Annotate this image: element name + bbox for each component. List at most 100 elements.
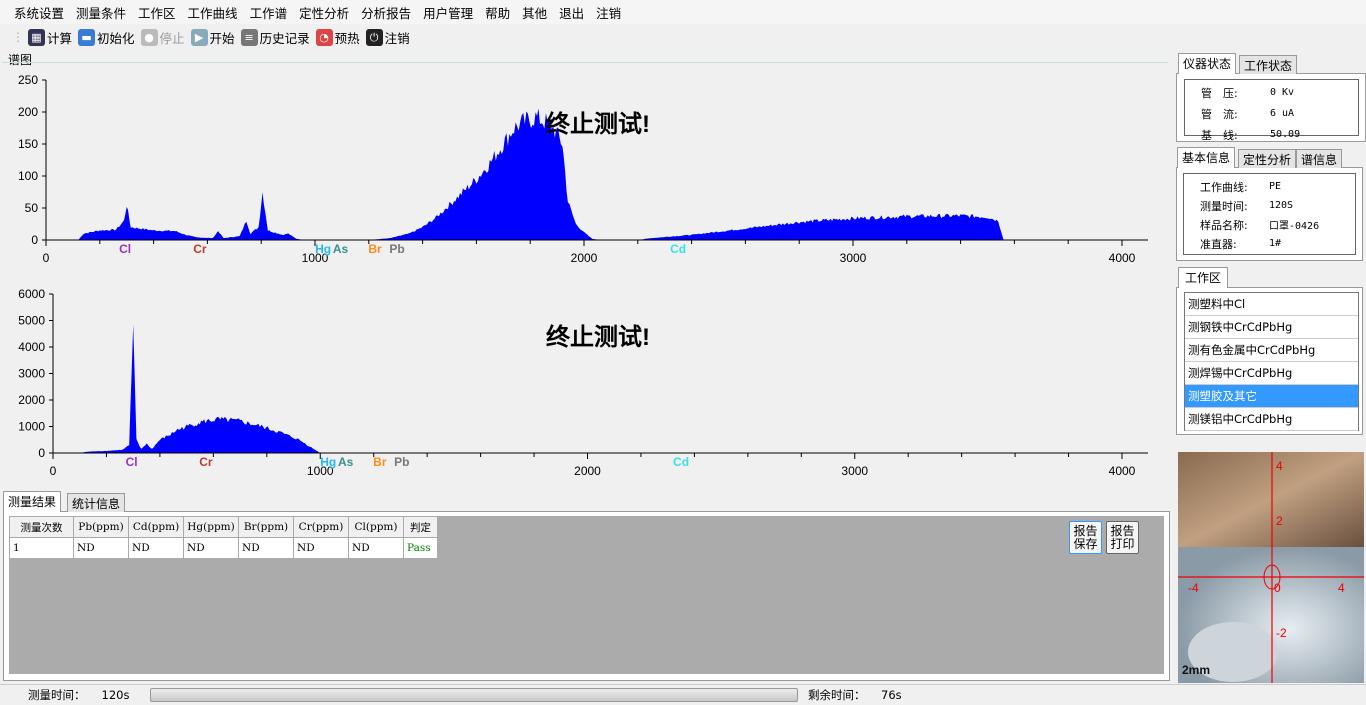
workspace-panel: 测塑料中Cl 测钢铁中CrCdPbHg 测有色金属中CrCdPbHg 测焊锡中CrCd… <box>1176 287 1363 435</box>
gauge-icon: ◔ <box>315 28 333 46</box>
tab-instrument-1[interactable]: 工作状态 <box>1239 55 1298 74</box>
table-cell: ND <box>348 537 404 559</box>
element-marker-hg: Hg <box>320 455 336 469</box>
play-icon: ▶ <box>190 28 208 46</box>
menu-item[interactable]: 系统设置 <box>14 5 65 21</box>
x-tick-label: 2000 <box>574 464 601 478</box>
menu-item[interactable]: 其他 <box>522 5 548 21</box>
remaining-time-value: 76s <box>881 688 902 702</box>
element-marker-cd: Cd <box>670 242 686 256</box>
tab-workspace[interactable]: 工作区 <box>1178 267 1229 288</box>
tab-label: 统计信息 <box>72 497 121 511</box>
workspace-item[interactable]: 测焊锡中CrCdPbHg <box>1185 362 1358 385</box>
tab-label: 测量结果 <box>8 495 57 509</box>
column-header[interactable]: Cr(ppm) <box>293 516 349 538</box>
menu-item[interactable]: 工作谱 <box>249 5 288 21</box>
menu-item[interactable]: 退出 <box>559 5 585 21</box>
stop-icon: ● <box>140 28 158 46</box>
column-header[interactable]: Pb(ppm) <box>73 516 129 538</box>
progress-bar <box>150 688 798 702</box>
status-overlay-text: 终止测试! <box>546 323 650 351</box>
workspace-item[interactable]: 测塑料中Cl <box>1185 293 1358 316</box>
field-value: 50.09 <box>1270 129 1301 140</box>
tab-basic-0[interactable]: 基本信息 <box>1177 147 1236 168</box>
menu-item[interactable]: 定性分析 <box>299 5 350 21</box>
menu-item[interactable]: 工作区 <box>138 5 176 21</box>
tab-results-0[interactable]: 测量结果 <box>3 491 62 512</box>
x-tick-label: 3000 <box>840 251 867 265</box>
play-button[interactable]: ▶ 开始 <box>190 28 235 47</box>
tab-basic-1[interactable]: 定性分析 <box>1238 149 1297 168</box>
column-header[interactable]: 测量次数 <box>9 516 74 538</box>
field-value: 6 uA <box>1270 108 1295 119</box>
basic-row: 工作曲线: PE <box>1184 177 1355 196</box>
y-tick-label: 3000 <box>18 367 45 381</box>
workspace-item[interactable]: 测有色金属中CrCdPbHg <box>1185 339 1358 362</box>
instrument-status-panel: 管 压: 0 Kv 管 流: 6 uA 基 线: 50.09 <box>1176 73 1366 142</box>
calculator-button[interactable]: ▦ 计算 <box>28 28 72 47</box>
workspace-item[interactable]: 测镁铝中CrCdPbHg <box>1185 408 1358 431</box>
tab-label: 谱信息 <box>1301 153 1338 167</box>
folder-button[interactable]: ▬ 初始化 <box>78 28 135 47</box>
field-label: 基 线: <box>1201 128 1238 142</box>
tab-label: 工作状态 <box>1244 59 1293 73</box>
stop-button[interactable]: ● 停止 <box>140 28 185 47</box>
table-cell: ND <box>238 537 294 559</box>
tab-label: 仪器状态 <box>1183 57 1232 71</box>
camera-x-label: -4 <box>1188 581 1199 595</box>
power-button[interactable]: ⏻ 注销 <box>365 28 410 47</box>
column-header[interactable]: 判定 <box>403 516 438 538</box>
camera-y-label: 2 <box>1276 514 1283 528</box>
workspace-item[interactable]: 测钢铁中CrCdPbHg <box>1185 316 1358 339</box>
menu-item[interactable]: 帮助 <box>485 5 511 21</box>
status-overlay-text: 终止测试! <box>546 110 650 138</box>
toolbar-label: 停止 <box>159 30 185 46</box>
table-cell: Pass <box>403 537 438 559</box>
table-cell: ND <box>183 537 239 559</box>
toolbar-label: 历史记录 <box>259 30 310 46</box>
results-grid: 测量次数 Pb(ppm) Cd(ppm) Hg(ppm) Br(ppm) Cr(ppm) C… <box>9 516 1164 674</box>
y-tick-label: 1000 <box>18 420 45 434</box>
toolbar-label: 注销 <box>384 30 410 46</box>
spectrum-group-label: 谱图 <box>8 53 33 67</box>
tab-results-1[interactable]: 统计信息 <box>67 493 126 512</box>
field-value: 120S <box>1269 200 1294 211</box>
x-tick-label: 2000 <box>571 251 598 265</box>
x-tick-label: 0 <box>50 464 57 478</box>
field-value: PE <box>1269 181 1282 192</box>
menu-item[interactable]: 工作曲线 <box>187 5 238 21</box>
column-header[interactable]: Cl(ppm) <box>348 516 404 538</box>
y-tick-label: 200 <box>18 105 38 119</box>
field-label: 工作曲线: <box>1200 180 1248 194</box>
menu-item[interactable]: 注销 <box>596 5 622 21</box>
element-marker-cr: Cr <box>199 455 213 469</box>
table-row[interactable]: 1 ND ND ND ND ND ND Pass <box>9 537 438 559</box>
workspace-item[interactable]: 测塑胶及其它 <box>1185 385 1358 408</box>
column-header[interactable]: Hg(ppm) <box>183 516 239 538</box>
element-marker-pb: Pb <box>389 242 404 256</box>
gauge-button[interactable]: ◔ 预热 <box>315 28 360 47</box>
table-cell: ND <box>293 537 349 559</box>
measure-time-label: 测量时间： <box>28 688 86 702</box>
database-button[interactable]: ≡ 历史记录 <box>240 28 310 47</box>
tab-instrument-0[interactable]: 仪器状态 <box>1178 53 1237 74</box>
tab-basic-2[interactable]: 谱信息 <box>1296 149 1343 168</box>
instrument-row: 管 流: 6 uA <box>1185 103 1358 124</box>
menu-item[interactable]: 测量条件 <box>76 5 127 21</box>
folder-icon: ▬ <box>78 28 96 46</box>
spectrum-area <box>79 324 1149 453</box>
table-cell: ND <box>73 537 129 559</box>
field-value: 口罩-0426 <box>1269 221 1320 232</box>
menu-item[interactable]: 用户管理 <box>423 5 474 21</box>
tab-label: 基本信息 <box>1182 151 1231 165</box>
report-save-button[interactable]: 报告 保存 <box>1069 521 1102 554</box>
y-tick-label: 6000 <box>18 287 45 301</box>
report-print-button[interactable]: 报告 打印 <box>1106 521 1139 554</box>
table-header: 测量次数 Pb(ppm) Cd(ppm) Hg(ppm) Br(ppm) Cr(ppm) C… <box>9 516 438 538</box>
basic-row: 样品名称: 口罩-0426 <box>1184 215 1355 234</box>
column-header[interactable]: Br(ppm) <box>238 516 294 538</box>
tab-label: 定性分析 <box>1243 153 1292 167</box>
column-header[interactable]: Cd(ppm) <box>128 516 184 538</box>
y-tick-label: 5000 <box>18 314 45 328</box>
menu-item[interactable]: 分析报告 <box>361 5 412 21</box>
